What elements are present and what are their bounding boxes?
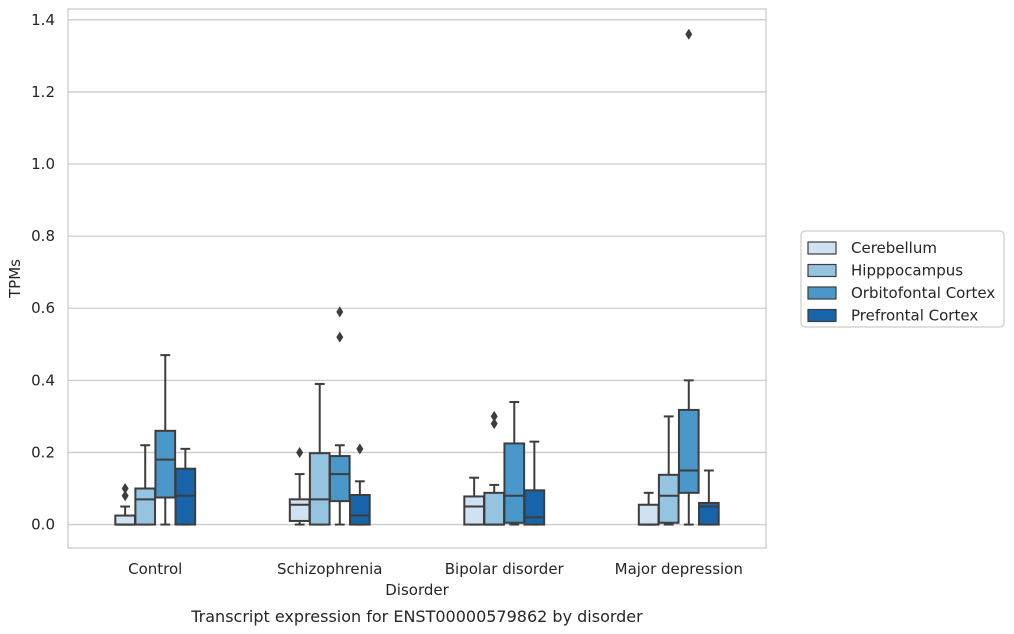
box-prefrontal-cortex bbox=[349, 443, 371, 526]
box-orbitofontal-cortex bbox=[154, 354, 177, 526]
box-iqr bbox=[154, 429, 177, 499]
box-iqr bbox=[134, 487, 157, 526]
outlier-point bbox=[490, 410, 498, 422]
x-tick-label: Bipolar disorder bbox=[445, 560, 565, 578]
legend-label: Prefrontal Cortex bbox=[851, 307, 978, 325]
y-tick-label: 0.8 bbox=[31, 227, 55, 245]
box-iqr bbox=[288, 498, 311, 522]
outlier-point bbox=[490, 418, 498, 430]
y-axis-ticks: 0.0 0.2 0.4 0.6 0.8 1.0 1.2 1.4 bbox=[31, 11, 55, 534]
box-iqr bbox=[637, 503, 660, 526]
box-cerebellum bbox=[288, 446, 311, 526]
legend-swatch bbox=[807, 241, 837, 255]
box-iqr bbox=[503, 442, 526, 524]
box-orbitofontal-cortex bbox=[328, 306, 351, 526]
legend-label: Orbitofontal Cortex bbox=[851, 284, 995, 302]
outlier-point bbox=[336, 306, 344, 318]
chart-caption: Transcript expression for ENST0000057986… bbox=[190, 607, 643, 626]
outlier-point bbox=[121, 483, 129, 495]
y-tick-label: 1.0 bbox=[31, 155, 55, 173]
box-hipppocampus bbox=[308, 382, 331, 526]
y-tick-label: 0.4 bbox=[31, 371, 55, 389]
box-orbitofontal-cortex bbox=[503, 400, 526, 526]
box-iqr bbox=[483, 491, 506, 526]
y-tick-label: 0.6 bbox=[31, 299, 55, 317]
plot-frame bbox=[67, 8, 767, 549]
x-tick-label: Major depression bbox=[615, 560, 743, 578]
legend-label: Hipppocampus bbox=[851, 262, 963, 280]
box-iqr bbox=[523, 489, 546, 526]
box-hipppocampus bbox=[657, 415, 680, 526]
box-iqr bbox=[698, 501, 720, 526]
x-axis-ticks: Control Schizophrenia Bipolar disorder Majo… bbox=[128, 560, 743, 578]
box-hipppocampus bbox=[483, 410, 506, 526]
x-tick-label: Control bbox=[128, 560, 182, 578]
box-iqr bbox=[657, 473, 680, 524]
box-orbitofontal-cortex bbox=[677, 28, 700, 526]
outlier-point bbox=[296, 446, 304, 458]
legend-swatch bbox=[807, 263, 837, 278]
x-tick-label: Schizophrenia bbox=[277, 560, 382, 578]
box-series bbox=[114, 28, 720, 526]
legend: Cerebellum Hipppocampus Orbitofontal Corte… bbox=[800, 230, 1005, 328]
x-axis-label: Disorder bbox=[385, 581, 449, 599]
box-iqr bbox=[308, 452, 331, 526]
grid-lines bbox=[68, 19, 766, 526]
y-tick-label: 1.2 bbox=[31, 83, 55, 101]
outlier-point bbox=[685, 28, 693, 40]
box-iqr bbox=[677, 408, 700, 494]
box-prefrontal-cortex bbox=[174, 447, 197, 526]
legend-frame bbox=[800, 230, 1005, 328]
y-axis-label: TPMs bbox=[6, 259, 24, 299]
y-tick-label: 0.2 bbox=[31, 443, 55, 461]
outlier-point bbox=[356, 443, 364, 455]
legend-swatch bbox=[807, 286, 837, 300]
y-tick-label: 1.4 bbox=[31, 11, 55, 29]
box-iqr bbox=[328, 455, 351, 503]
box-cerebellum bbox=[114, 483, 136, 526]
box-hipppocampus bbox=[134, 444, 157, 526]
legend-swatch bbox=[807, 308, 837, 323]
legend-label: Cerebellum bbox=[851, 239, 937, 257]
y-tick-label: 0.0 bbox=[31, 516, 55, 534]
box-prefrontal-cortex bbox=[523, 440, 546, 526]
outlier-point bbox=[336, 331, 344, 343]
box-cerebellum bbox=[463, 476, 485, 526]
box-cerebellum bbox=[637, 491, 660, 526]
box-prefrontal-cortex bbox=[698, 469, 720, 526]
outlier-point bbox=[121, 490, 129, 502]
box-iqr bbox=[114, 514, 136, 526]
box-iqr bbox=[349, 494, 371, 526]
box-iqr bbox=[463, 495, 485, 526]
